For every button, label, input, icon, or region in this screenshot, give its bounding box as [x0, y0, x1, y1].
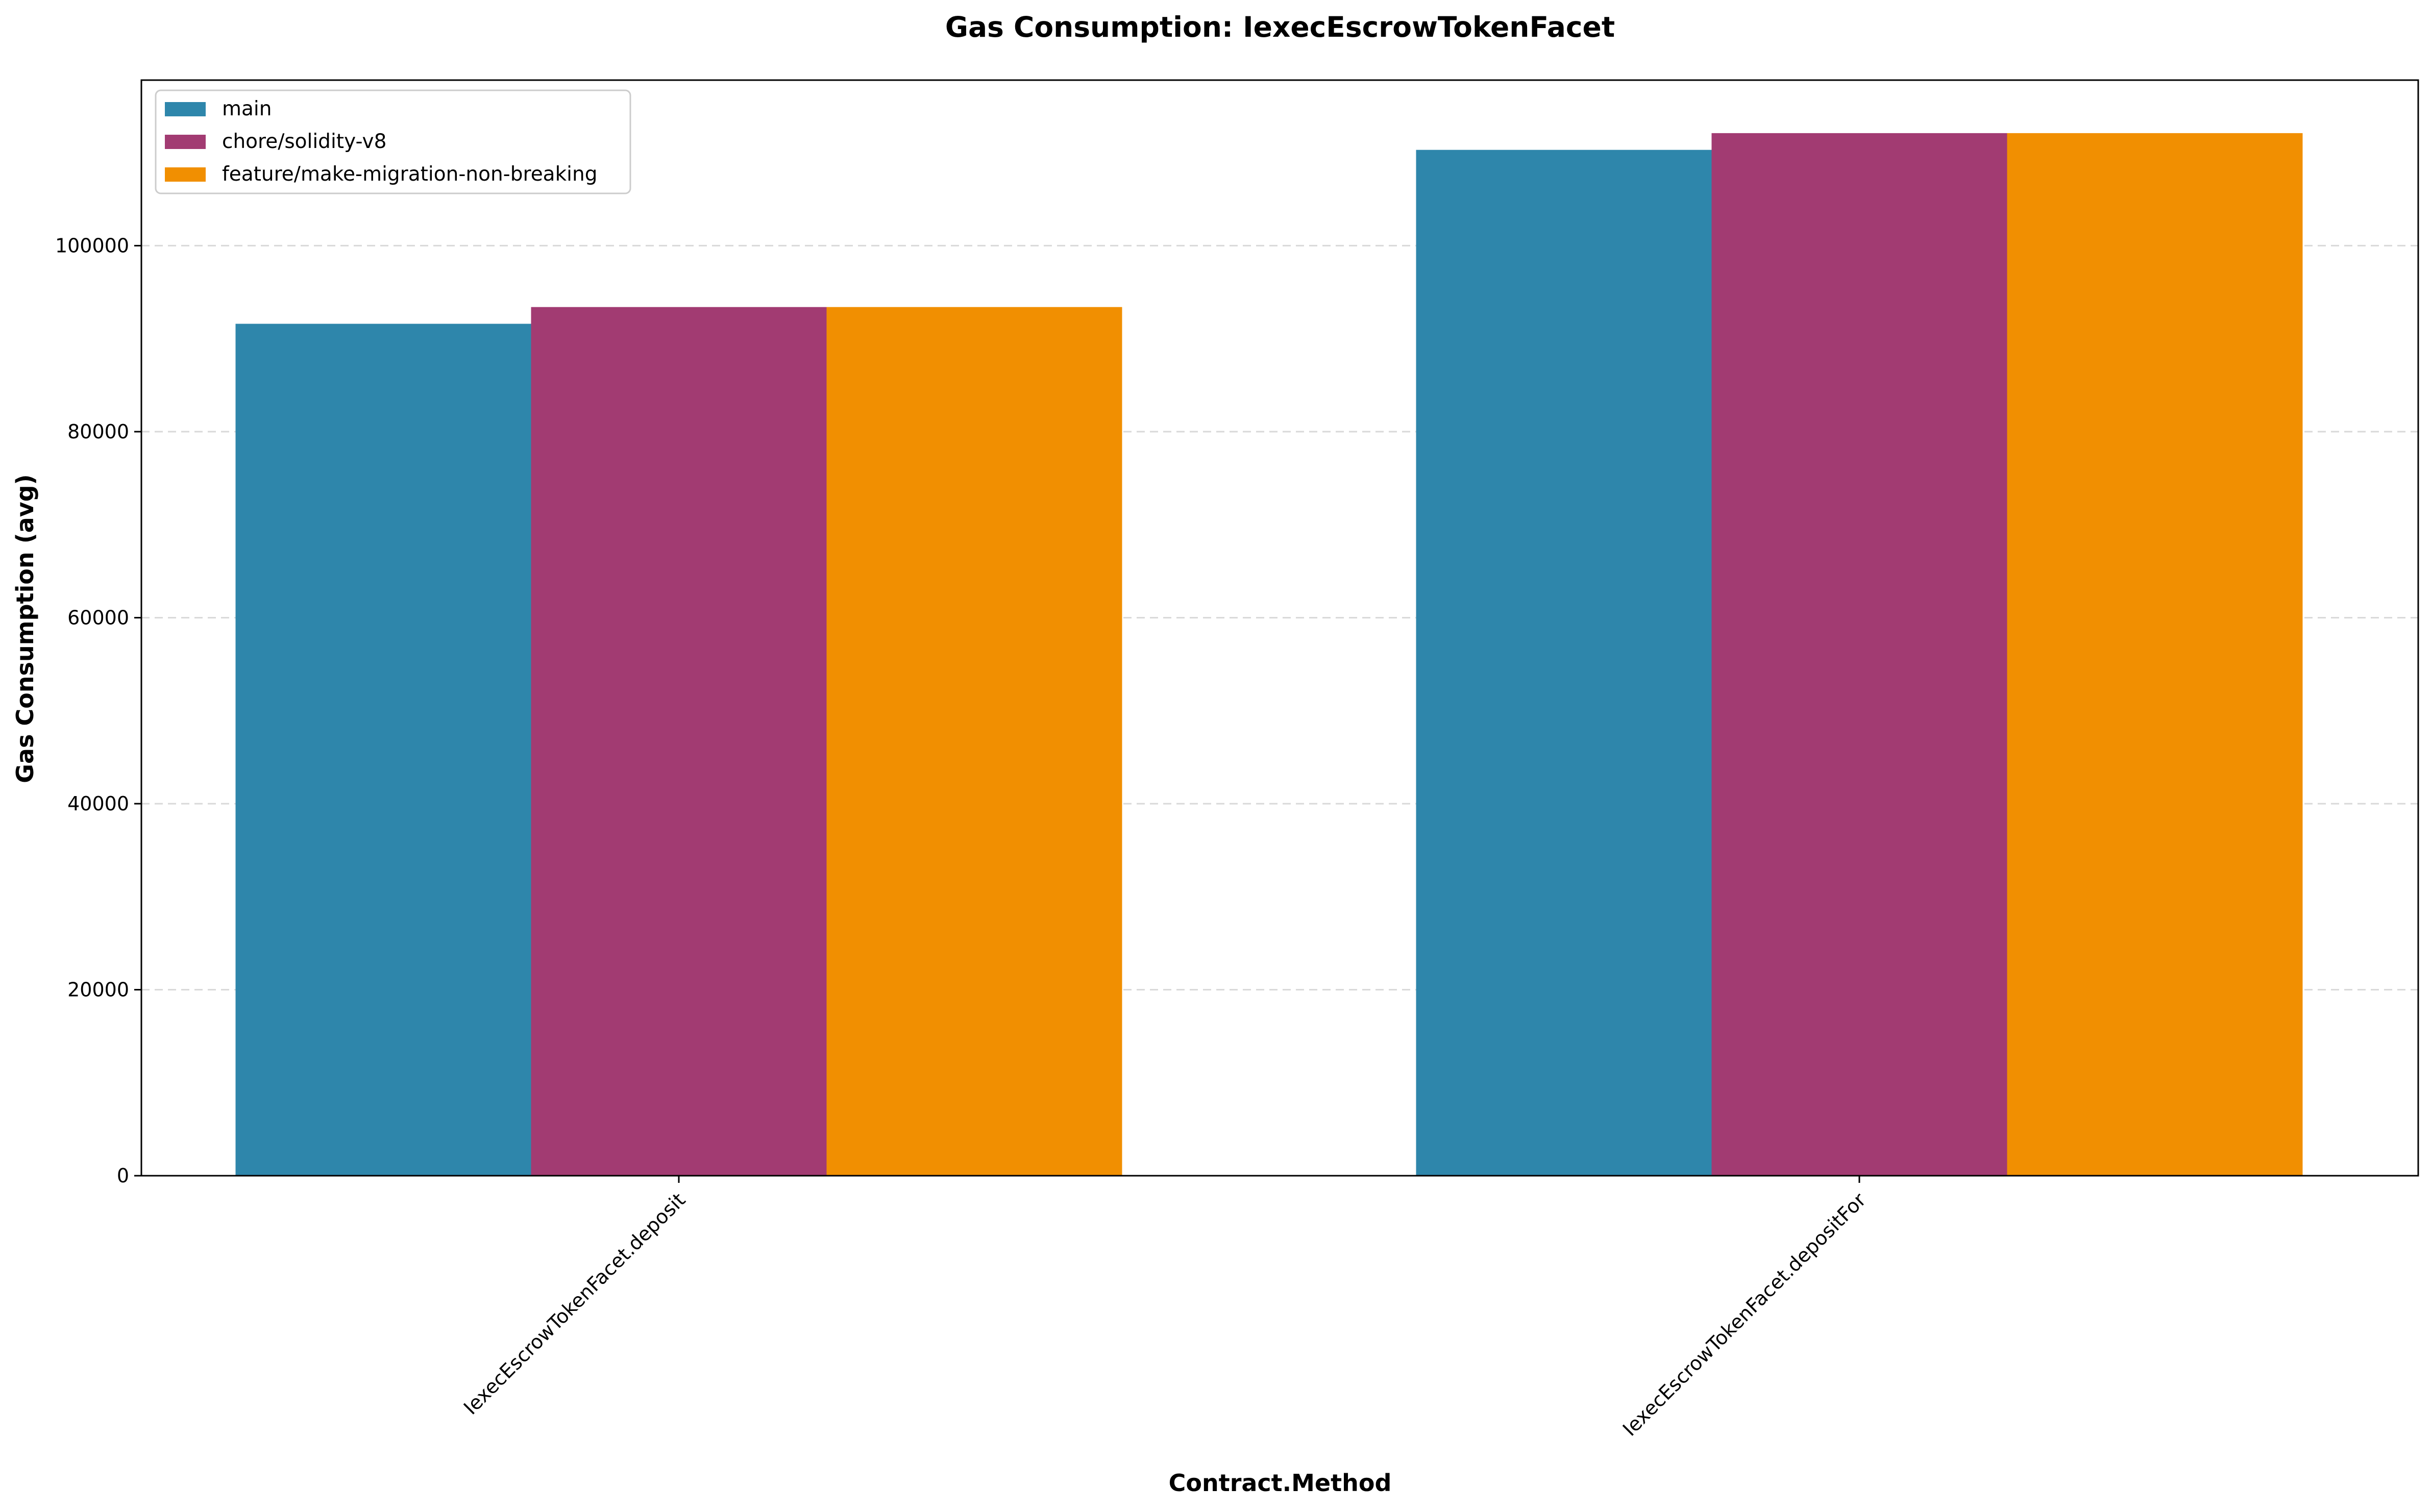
y-tick-label: 20000: [67, 978, 129, 1001]
bar-main-1: [1416, 150, 1712, 1176]
bar-chore-solidity-v8-0: [531, 307, 827, 1176]
legend-swatch: [165, 102, 206, 116]
legend-swatch: [165, 167, 206, 182]
y-tick-label: 0: [117, 1164, 129, 1187]
y-axis-label: Gas Consumption (avg): [11, 474, 39, 783]
legend-label: chore/solidity-v8: [222, 130, 386, 153]
legend: main chore/solidity-v8 feature/make-migrat…: [155, 89, 631, 194]
bar-chore-solidity-v8-1: [1711, 133, 2007, 1176]
bar-feature-make-migration-non-breaking-1: [2007, 133, 2303, 1176]
bars: [235, 133, 2303, 1176]
y-tick-label: 40000: [67, 792, 129, 815]
y-tick-label: 60000: [67, 606, 129, 629]
legend-swatch: [165, 135, 206, 149]
legend-box: [155, 89, 631, 194]
x-axis-label: Contract.Method: [1169, 1469, 1392, 1497]
y-axis-ticks: 0 20000 40000 60000 80000 100000: [55, 234, 141, 1187]
legend-label: feature/make-migration-non-breaking: [222, 163, 597, 186]
y-tick-label: 80000: [67, 420, 129, 443]
legend-label: main: [222, 97, 272, 120]
bar-feature-make-migration-non-breaking-0: [826, 307, 1122, 1176]
plot-frame: [140, 79, 2419, 1177]
chart-title: Gas Consumption: IexecEscrowTokenFacet: [945, 11, 1615, 43]
y-tick-label: 100000: [55, 234, 129, 257]
bar-main-0: [235, 324, 531, 1176]
